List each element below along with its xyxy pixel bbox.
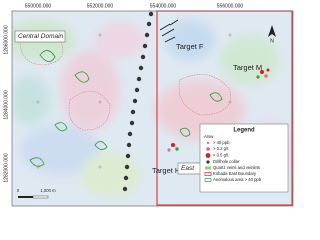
- legend-entry: > 0.2 g/t: [213, 146, 229, 151]
- legend-title: Legend: [233, 128, 255, 134]
- domain-label-box: [14, 30, 66, 43]
- legend: Legend Arsw > 40 ppb > 0.2 g/t > 0.5 g/t…: [199, 123, 289, 193]
- legend-entry: Drillhole collar: [213, 159, 240, 164]
- north-arrow: N: [268, 25, 276, 44]
- scale-zero: 0: [17, 188, 20, 193]
- legend-entry: Quartz veins and veinlets: [213, 165, 260, 170]
- legend-entry: Anomalous area > 40 ppb: [213, 177, 262, 182]
- scale-bar: 0 1,000 m: [17, 188, 56, 199]
- drillhole-collars: [122, 11, 154, 192]
- target-clusters: [167, 68, 270, 152]
- domain-label: Central Domain: [18, 33, 64, 40]
- top-coordinate: 552000.000: [87, 3, 114, 9]
- scale-label: 1,000 m: [40, 188, 56, 193]
- top-coordinate: 550000.000: [25, 3, 52, 9]
- map: 550000.000 552000.000 554000.000 556000.…: [3, 3, 294, 207]
- top-coordinate: 556000.000: [217, 3, 244, 9]
- top-coordinate: 554000.000: [150, 3, 177, 9]
- legend-section: Arsw: [204, 134, 214, 139]
- legend-entry: Kobada East Boundary: [213, 171, 257, 176]
- target-label: Target M: [233, 63, 262, 72]
- north-label: N: [270, 38, 274, 44]
- page: 550000.000 552000.000 554000.000 556000.…: [3, 3, 294, 207]
- quartz-veins: [159, 19, 179, 43]
- legend-entry: > 40 ppb: [213, 140, 230, 145]
- left-coordinate: 1284000.000: [3, 90, 9, 119]
- map-frame: [11, 10, 294, 207]
- legend-entry: > 0.5 g/t: [213, 153, 229, 158]
- left-coordinate: 1282000.000: [3, 153, 9, 182]
- target-label: Target F: [176, 42, 204, 51]
- domain-label: East: [181, 165, 195, 172]
- gold-contours: [19, 32, 231, 131]
- left-coordinate: 1286000.000: [3, 25, 9, 54]
- target-label: Target H: [152, 166, 180, 175]
- legend-box: [199, 123, 289, 193]
